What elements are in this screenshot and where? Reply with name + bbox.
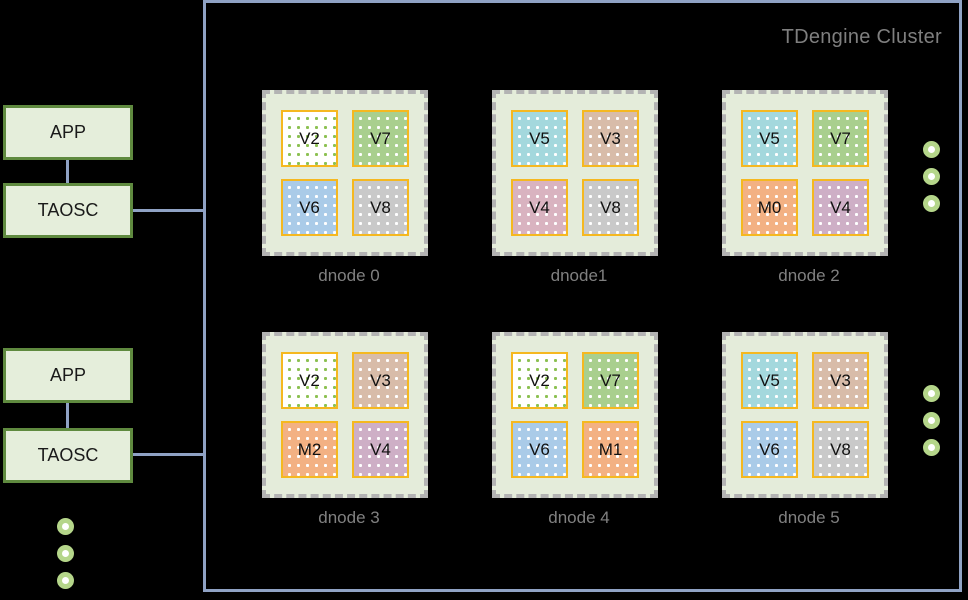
dnode-2[interactable]: V5 V7 M0 V4 dnode 2: [722, 90, 888, 285]
connector-app1-taosc1: [66, 160, 69, 183]
dnode-0-vnodes: V2 V7 V6 V8: [266, 94, 424, 252]
vnode-tile[interactable]: V4: [511, 179, 568, 236]
vnode-tile[interactable]: V8: [812, 421, 869, 478]
vnode-tile[interactable]: V2: [511, 352, 568, 409]
vnode-tile[interactable]: V7: [582, 352, 639, 409]
dnode-4-vnodes: V2 V7 V6 M1: [496, 336, 654, 494]
cluster-ellipsis-dots-top: [923, 141, 940, 212]
vnode-tile[interactable]: M2: [281, 421, 338, 478]
connector-taosc1-cluster: [133, 209, 205, 212]
app-box-1[interactable]: APP: [3, 105, 133, 160]
vnode-tile[interactable]: V6: [741, 421, 798, 478]
ellipsis-dot: [57, 572, 74, 589]
app-box-2[interactable]: APP: [3, 348, 133, 403]
vnode-tile[interactable]: V7: [812, 110, 869, 167]
vnode-tile[interactable]: V6: [511, 421, 568, 478]
ellipsis-dot: [57, 518, 74, 535]
vnode-tile[interactable]: V2: [281, 110, 338, 167]
dnode-4[interactable]: V2 V7 V6 M1 dnode 4: [492, 332, 658, 527]
cluster-ellipsis-dots-bottom: [923, 385, 940, 456]
vnode-tile[interactable]: V5: [741, 110, 798, 167]
connector-app2-taosc2: [66, 403, 69, 428]
vnode-tile[interactable]: V8: [352, 179, 409, 236]
vnode-tile[interactable]: V3: [352, 352, 409, 409]
vnode-tile[interactable]: V3: [812, 352, 869, 409]
cluster-title: TDengine Cluster: [781, 26, 942, 48]
taosc-box-2[interactable]: TAOSC: [3, 428, 133, 483]
ellipsis-dot: [923, 385, 940, 402]
tdengine-cluster-boundary: [203, 0, 962, 592]
ellipsis-dot: [923, 168, 940, 185]
client-ellipsis-dots: [57, 518, 74, 589]
dnode-5-vnodes: V5 V3 V6 V8: [726, 336, 884, 494]
vnode-tile[interactable]: M1: [582, 421, 639, 478]
vnode-tile[interactable]: V6: [281, 179, 338, 236]
ellipsis-dot: [923, 439, 940, 456]
vnode-tile[interactable]: V8: [582, 179, 639, 236]
ellipsis-dot: [923, 412, 940, 429]
dnode-1-label: dnode1: [550, 266, 608, 285]
vnode-tile[interactable]: V4: [352, 421, 409, 478]
dnode-0-label: dnode 0: [318, 266, 380, 285]
ellipsis-dot: [923, 141, 940, 158]
vnode-tile[interactable]: V7: [352, 110, 409, 167]
dnode-3-vnodes: V2 V3 M2 V4: [266, 336, 424, 494]
vnode-tile[interactable]: V2: [281, 352, 338, 409]
connector-taosc2-cluster: [133, 453, 205, 456]
vnode-tile[interactable]: V5: [511, 110, 568, 167]
dnode-5[interactable]: V5 V3 V6 V8 dnode 5: [722, 332, 888, 527]
dnode-0[interactable]: V2 V7 V6 V8 dnode 0: [262, 90, 428, 285]
dnode-3-label: dnode 3: [318, 508, 380, 527]
dnode-3[interactable]: V2 V3 M2 V4 dnode 3: [262, 332, 428, 527]
dnode-4-label: dnode 4: [548, 508, 610, 527]
dnode-5-label: dnode 5: [778, 508, 840, 527]
vnode-tile[interactable]: V5: [741, 352, 798, 409]
ellipsis-dot: [923, 195, 940, 212]
vnode-tile[interactable]: V3: [582, 110, 639, 167]
dnode-1-vnodes: V5 V3 V4 V8: [496, 94, 654, 252]
vnode-tile[interactable]: M0: [741, 179, 798, 236]
dnode-2-label: dnode 2: [778, 266, 840, 285]
dnode-2-vnodes: V5 V7 M0 V4: [726, 94, 884, 252]
ellipsis-dot: [57, 545, 74, 562]
taosc-box-1[interactable]: TAOSC: [3, 183, 133, 238]
dnode-1[interactable]: V5 V3 V4 V8 dnode1: [492, 90, 658, 285]
vnode-tile[interactable]: V4: [812, 179, 869, 236]
